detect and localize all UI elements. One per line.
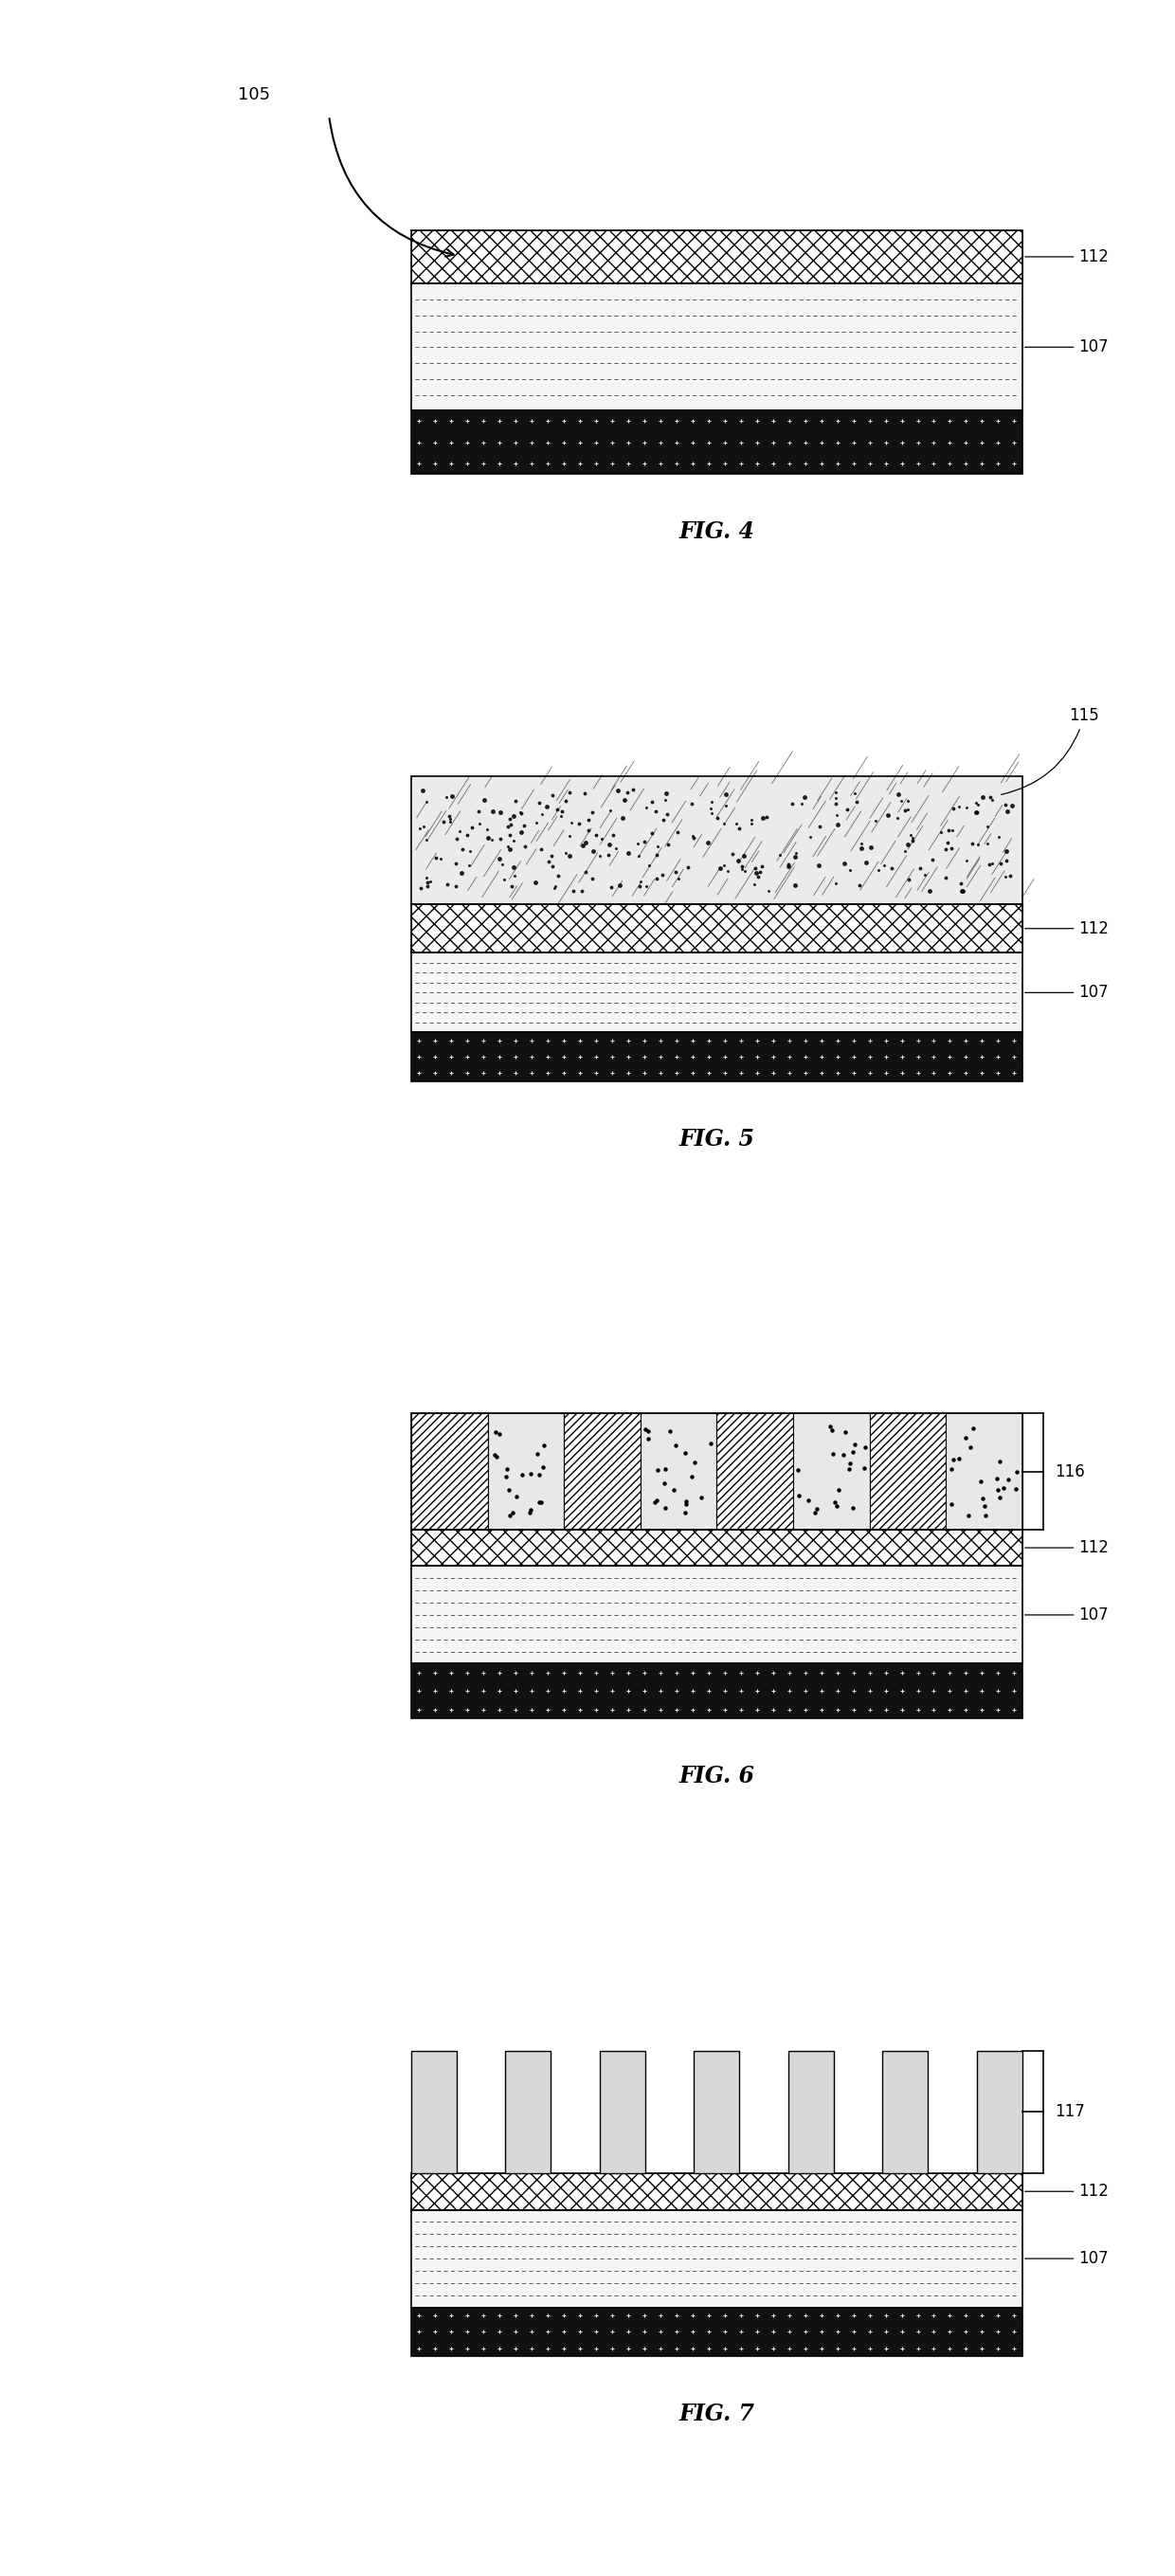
- Bar: [411, 229, 1022, 283]
- Bar: [717, 1414, 793, 1530]
- Bar: [411, 283, 1022, 410]
- Text: 107: 107: [1025, 2249, 1109, 2267]
- Bar: [640, 1414, 717, 1530]
- Text: FIG. 5: FIG. 5: [679, 1128, 754, 1151]
- Text: 115: 115: [1001, 708, 1100, 793]
- Text: 105: 105: [237, 85, 270, 103]
- Bar: [411, 1566, 1022, 1664]
- Bar: [870, 1414, 946, 1530]
- Bar: [411, 2174, 1022, 2210]
- Bar: [411, 2174, 1022, 2210]
- Text: FIG. 4: FIG. 4: [679, 520, 754, 544]
- Bar: [564, 1414, 640, 1530]
- Bar: [411, 904, 1022, 953]
- Bar: [694, 2050, 739, 2174]
- Text: 107: 107: [1025, 337, 1109, 355]
- Text: 116: 116: [1055, 1463, 1086, 1481]
- Bar: [717, 1414, 793, 1530]
- Bar: [882, 2050, 928, 2174]
- Bar: [411, 2308, 1022, 2357]
- Text: 112: 112: [1025, 1540, 1109, 1556]
- Bar: [411, 229, 1022, 283]
- Bar: [946, 1414, 1022, 1530]
- Bar: [870, 1414, 946, 1530]
- Bar: [976, 2050, 1022, 2174]
- Text: 112: 112: [1025, 920, 1109, 938]
- Bar: [411, 2210, 1022, 2308]
- Bar: [599, 2050, 645, 2174]
- Text: FIG. 7: FIG. 7: [679, 2403, 754, 2427]
- Bar: [488, 1414, 564, 1530]
- Bar: [411, 410, 1022, 474]
- Bar: [788, 2050, 834, 2174]
- Text: 107: 107: [1025, 984, 1109, 1002]
- Bar: [411, 1414, 488, 1530]
- Bar: [505, 2050, 551, 2174]
- Bar: [411, 1033, 1022, 1082]
- Text: 112: 112: [1025, 2182, 1109, 2200]
- Bar: [411, 2050, 457, 2174]
- Bar: [411, 953, 1022, 1033]
- Bar: [793, 1414, 870, 1530]
- Bar: [411, 1530, 1022, 1566]
- Text: 112: 112: [1025, 247, 1109, 265]
- Bar: [411, 1664, 1022, 1718]
- Bar: [411, 1414, 488, 1530]
- Bar: [564, 1414, 640, 1530]
- Bar: [411, 775, 1022, 904]
- Text: FIG. 6: FIG. 6: [679, 1765, 754, 1788]
- Text: 107: 107: [1025, 1607, 1109, 1623]
- Text: 117: 117: [1055, 2105, 1086, 2120]
- Bar: [411, 1414, 1022, 1530]
- Bar: [411, 1530, 1022, 1566]
- Bar: [411, 904, 1022, 953]
